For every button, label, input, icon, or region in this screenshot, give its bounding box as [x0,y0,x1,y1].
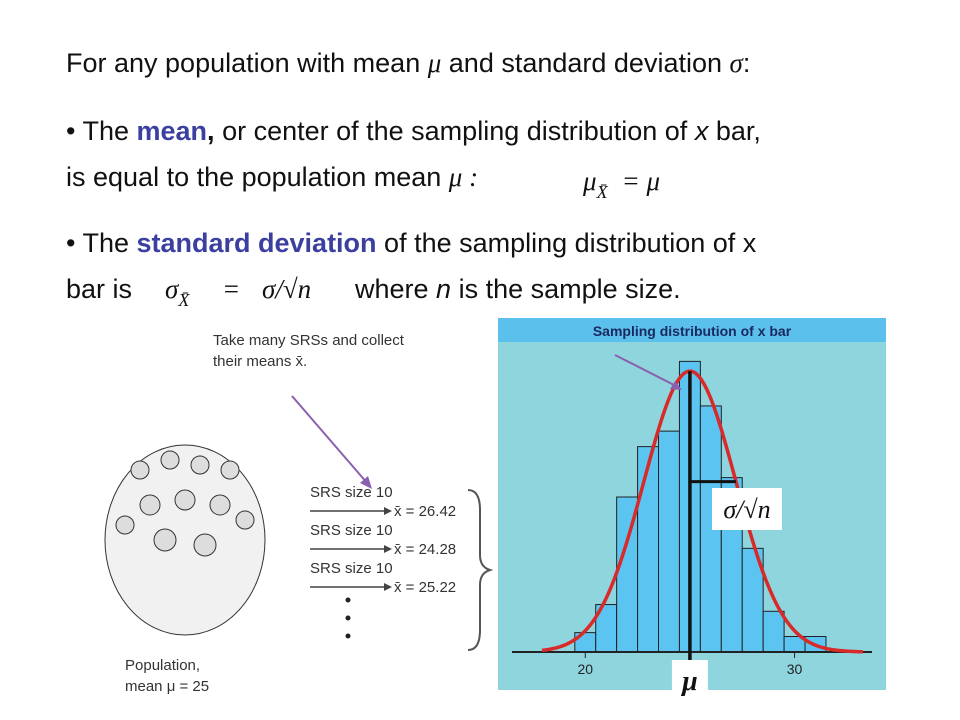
arrow [291,395,369,485]
arrowhead [384,583,392,591]
text: n [436,274,451,304]
text: , [207,116,215,146]
symbol: σ [730,48,745,78]
caption: Take many SRSs and collect [213,332,405,349]
symbol: μ [582,166,597,196]
text: or center of the sampling distribution o… [215,116,695,146]
intro: For any population with mean μ and stand… [66,48,750,78]
keyword: standard deviation [137,228,377,258]
sample-label: SRS size 10 [310,484,393,501]
x-tick-label: 30 [787,661,803,677]
bullet-line: is equal to the population mean μ : [66,162,478,192]
sample-mean: x̄ = 26.42 [394,503,456,520]
ellipsis-dot [345,633,351,639]
arrowhead [384,545,392,553]
arrow [614,354,677,387]
population-label: mean μ = 25 [125,678,209,695]
symbol: σ [165,274,180,304]
label-box [712,488,782,530]
population-label: Population, [125,657,200,674]
text: where [354,274,436,304]
text: For any population with mean [66,48,428,78]
caption: their means x̄. [213,353,307,370]
bar [637,446,660,653]
sample-mean: x̄ = 25.22 [394,579,456,596]
mean-label: μ [680,666,698,697]
subscript: X̄ [177,290,190,310]
symbol: μ [427,48,442,78]
arrowhead [360,476,372,489]
sample-label: SRS size 10 [310,522,393,539]
label-box [671,660,708,700]
histogram-title: Sampling distribution of x bar [593,323,792,339]
x-tick-label: 20 [577,661,593,677]
text: and standard deviation [441,48,729,78]
bar [762,610,785,653]
normal-curve [541,369,864,654]
text: bar, [708,116,761,146]
ellipsis-dot [345,615,351,621]
text: • The [66,116,137,146]
formula: μX̄ = μ [582,166,660,202]
bullet-line: where n is the sample size. [354,274,681,304]
arrowhead [384,507,392,515]
subscript: X̄ [596,182,609,202]
symbol: σ/√n [262,274,311,304]
bullet-line: bar is [66,274,132,304]
ellipsis-dot [345,597,351,603]
sd-label: σ/√n [723,495,770,524]
text: x [693,116,710,146]
text: • The [66,228,137,258]
symbol: μ : [448,162,478,192]
keyword: mean [137,116,208,146]
bullet: • The mean, or center of the sampling di… [66,116,761,146]
formula: σX̄ [165,274,190,310]
bracket [467,489,494,651]
arrowhead [670,381,682,390]
sample-label: SRS size 10 [310,560,393,577]
sample-mean: x̄ = 24.28 [394,541,456,558]
text: is equal to the population mean [66,162,449,192]
symbol: = μ [622,166,661,196]
bar [658,430,680,653]
text: : [743,48,751,78]
text: is the sample size. [451,274,681,304]
histogram-header [498,318,886,342]
bullet: • The standard deviation of the sampling… [66,228,757,258]
text: of the sampling distribution of x [377,228,757,258]
symbol: = [222,274,240,304]
crowd [104,444,266,636]
